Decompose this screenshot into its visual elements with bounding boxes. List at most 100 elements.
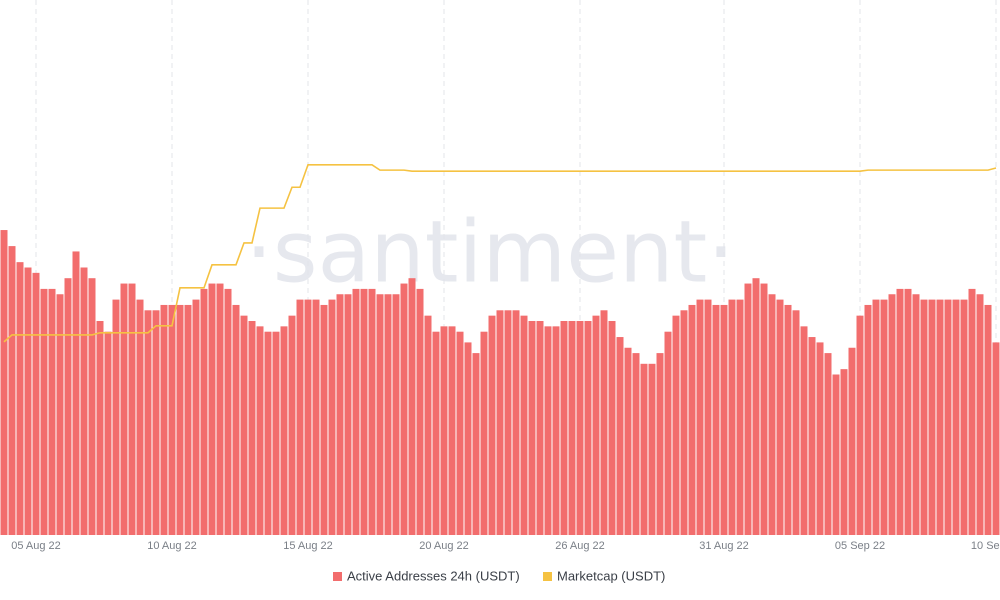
bar xyxy=(616,337,624,535)
bar xyxy=(904,288,912,535)
x-tick-label: 05 Aug 22 xyxy=(11,540,61,552)
bar xyxy=(312,299,320,535)
bar xyxy=(656,353,664,535)
bar xyxy=(840,369,848,535)
bar xyxy=(536,321,544,535)
bar xyxy=(784,304,792,535)
bar xyxy=(520,315,528,535)
bar xyxy=(752,278,760,535)
bar xyxy=(504,310,512,535)
x-tick-label: 05 Sep 22 xyxy=(835,540,885,552)
bar xyxy=(464,342,472,535)
bar xyxy=(800,326,808,535)
bar xyxy=(152,310,160,535)
bar xyxy=(512,310,520,535)
bar xyxy=(416,288,424,535)
bar xyxy=(288,315,296,535)
bar xyxy=(544,326,552,535)
bar xyxy=(368,288,376,535)
bar xyxy=(496,310,504,535)
x-tick-label: 15 Aug 22 xyxy=(283,540,333,552)
bar xyxy=(360,288,368,535)
bar xyxy=(224,288,232,535)
bar xyxy=(808,337,816,535)
bar xyxy=(384,294,392,535)
bar xyxy=(872,299,880,535)
legend-label[interactable]: Active Addresses 24h (USDT) xyxy=(347,568,520,583)
bar xyxy=(680,310,688,535)
bar xyxy=(928,299,936,535)
legend-swatch xyxy=(543,572,552,581)
bar xyxy=(880,299,888,535)
bar xyxy=(600,310,608,535)
x-tick-label: 10 Aug 22 xyxy=(147,540,197,552)
bar xyxy=(480,331,488,535)
bar xyxy=(320,304,328,535)
bar xyxy=(24,267,32,535)
bar xyxy=(200,288,208,535)
bar xyxy=(792,310,800,535)
bar xyxy=(272,331,280,535)
bar xyxy=(8,246,16,535)
bar xyxy=(64,278,72,535)
bar xyxy=(16,262,24,535)
bar xyxy=(744,283,752,535)
bar xyxy=(112,299,120,535)
bar xyxy=(832,374,840,535)
bar xyxy=(776,299,784,535)
bar xyxy=(960,299,968,535)
bar xyxy=(624,347,632,535)
bar xyxy=(336,294,344,535)
x-tick-label: 31 Aug 22 xyxy=(699,540,749,552)
bar xyxy=(976,294,984,535)
bar xyxy=(32,272,40,535)
bar xyxy=(920,299,928,535)
bar xyxy=(168,304,176,535)
bar xyxy=(488,315,496,535)
bar xyxy=(248,321,256,535)
bar xyxy=(736,299,744,535)
x-tick-label: 26 Aug 22 xyxy=(555,540,605,552)
bar xyxy=(560,321,568,535)
bar xyxy=(608,321,616,535)
x-tick-label: 20 Aug 22 xyxy=(419,540,469,552)
bar xyxy=(96,321,104,535)
line xyxy=(3,163,997,343)
bar xyxy=(104,331,112,535)
bar xyxy=(456,331,464,535)
bar xyxy=(352,288,360,535)
bar xyxy=(280,326,288,535)
bar xyxy=(40,288,48,535)
bar xyxy=(408,278,416,535)
x-tick-label: 10 Sep 22 xyxy=(971,540,1000,552)
bar xyxy=(672,315,680,535)
bar xyxy=(888,294,896,535)
bar xyxy=(80,267,88,535)
bar xyxy=(664,331,672,535)
bar xyxy=(712,304,720,535)
bar xyxy=(440,326,448,535)
bar xyxy=(144,310,152,535)
bar xyxy=(376,294,384,535)
bar xyxy=(984,304,992,535)
bar xyxy=(232,304,240,535)
bar xyxy=(896,288,904,535)
bar xyxy=(640,363,648,535)
bar xyxy=(768,294,776,535)
bar xyxy=(952,299,960,535)
bar xyxy=(448,326,456,535)
bar xyxy=(328,299,336,535)
bar xyxy=(936,299,944,535)
bar xyxy=(176,304,184,535)
bar xyxy=(256,326,264,535)
bar xyxy=(592,315,600,535)
legend-label[interactable]: Marketcap (USDT) xyxy=(557,568,665,583)
bar xyxy=(968,288,976,535)
bar xyxy=(696,299,704,535)
bar xyxy=(240,315,248,535)
bar xyxy=(88,278,96,535)
bar xyxy=(576,321,584,535)
bar xyxy=(400,283,408,535)
bar xyxy=(632,353,640,535)
